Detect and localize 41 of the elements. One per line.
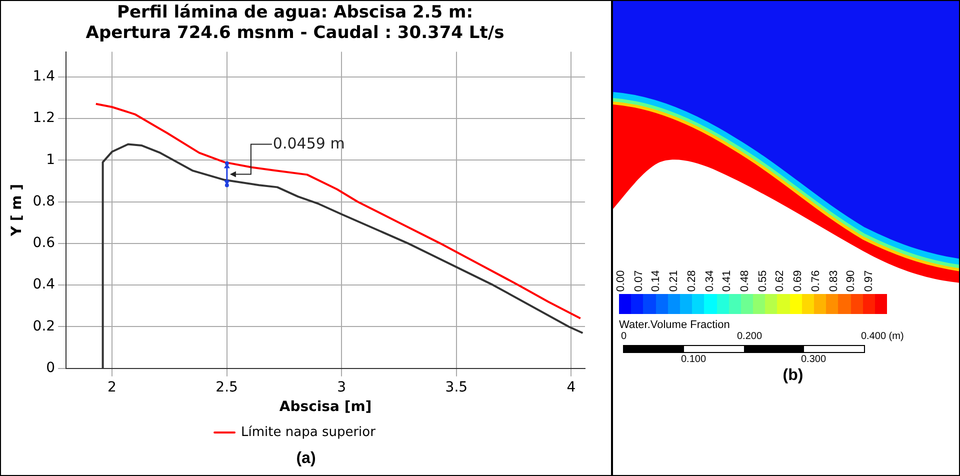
text: 0.62	[773, 269, 788, 294]
text: 0.21	[667, 269, 682, 294]
text: (a)	[295, 449, 317, 469]
text: 0.97	[862, 269, 876, 294]
y-tick-label: 1.4	[32, 68, 56, 84]
text: 0.76	[808, 269, 823, 294]
x-tick-label: 2	[108, 379, 116, 396]
text: 0.14	[649, 269, 664, 294]
y-tick-label: 0.6	[32, 235, 56, 252]
text: 0.83	[826, 269, 841, 294]
x-axis-title: Abscisa [m]	[279, 399, 372, 416]
text: 0.48	[738, 269, 752, 294]
text: 0.07	[632, 269, 646, 294]
text: 0.300	[801, 354, 826, 365]
text: 0.55	[756, 269, 770, 294]
y-tick-label: 1.2	[32, 110, 56, 126]
y-tick-label: 0	[46, 360, 56, 376]
text: 0.200	[737, 331, 762, 342]
x-tick-label: 3	[337, 379, 346, 396]
x-tick-label: 3.5	[445, 379, 468, 396]
text: (b)	[782, 367, 804, 385]
annotation: 0.0459 m	[272, 134, 345, 153]
text: 0.00	[614, 269, 628, 294]
chart-title: Perfil lámina de agua: Abscisa 2.5 m: Apertura 724.6 msnm - Caudal : 30.374 Lt/s	[86, 2, 504, 44]
text: 0.41	[720, 269, 734, 294]
y-tick-label: 0.2	[32, 318, 56, 334]
text: 0.69	[791, 269, 806, 294]
y-tick-label: 1	[46, 152, 56, 168]
y-tick-label: 0.4	[32, 276, 56, 293]
text: 0	[621, 331, 627, 342]
text: 0.100	[681, 354, 706, 365]
text: 0.28	[684, 269, 699, 294]
y-axis-title: Y [ m ]	[9, 184, 26, 238]
legend-label: Límite napa superior	[241, 424, 376, 440]
text: 0.90	[844, 269, 858, 294]
text: 0.400 (m)	[861, 331, 904, 342]
color-bar-title: Water.Volume Fraction	[619, 319, 730, 331]
x-tick-label: 4	[566, 379, 576, 396]
text: 0.34	[702, 269, 717, 294]
y-tick-label: 0.8	[32, 193, 56, 210]
x-tick-label: 2.5	[216, 379, 238, 396]
